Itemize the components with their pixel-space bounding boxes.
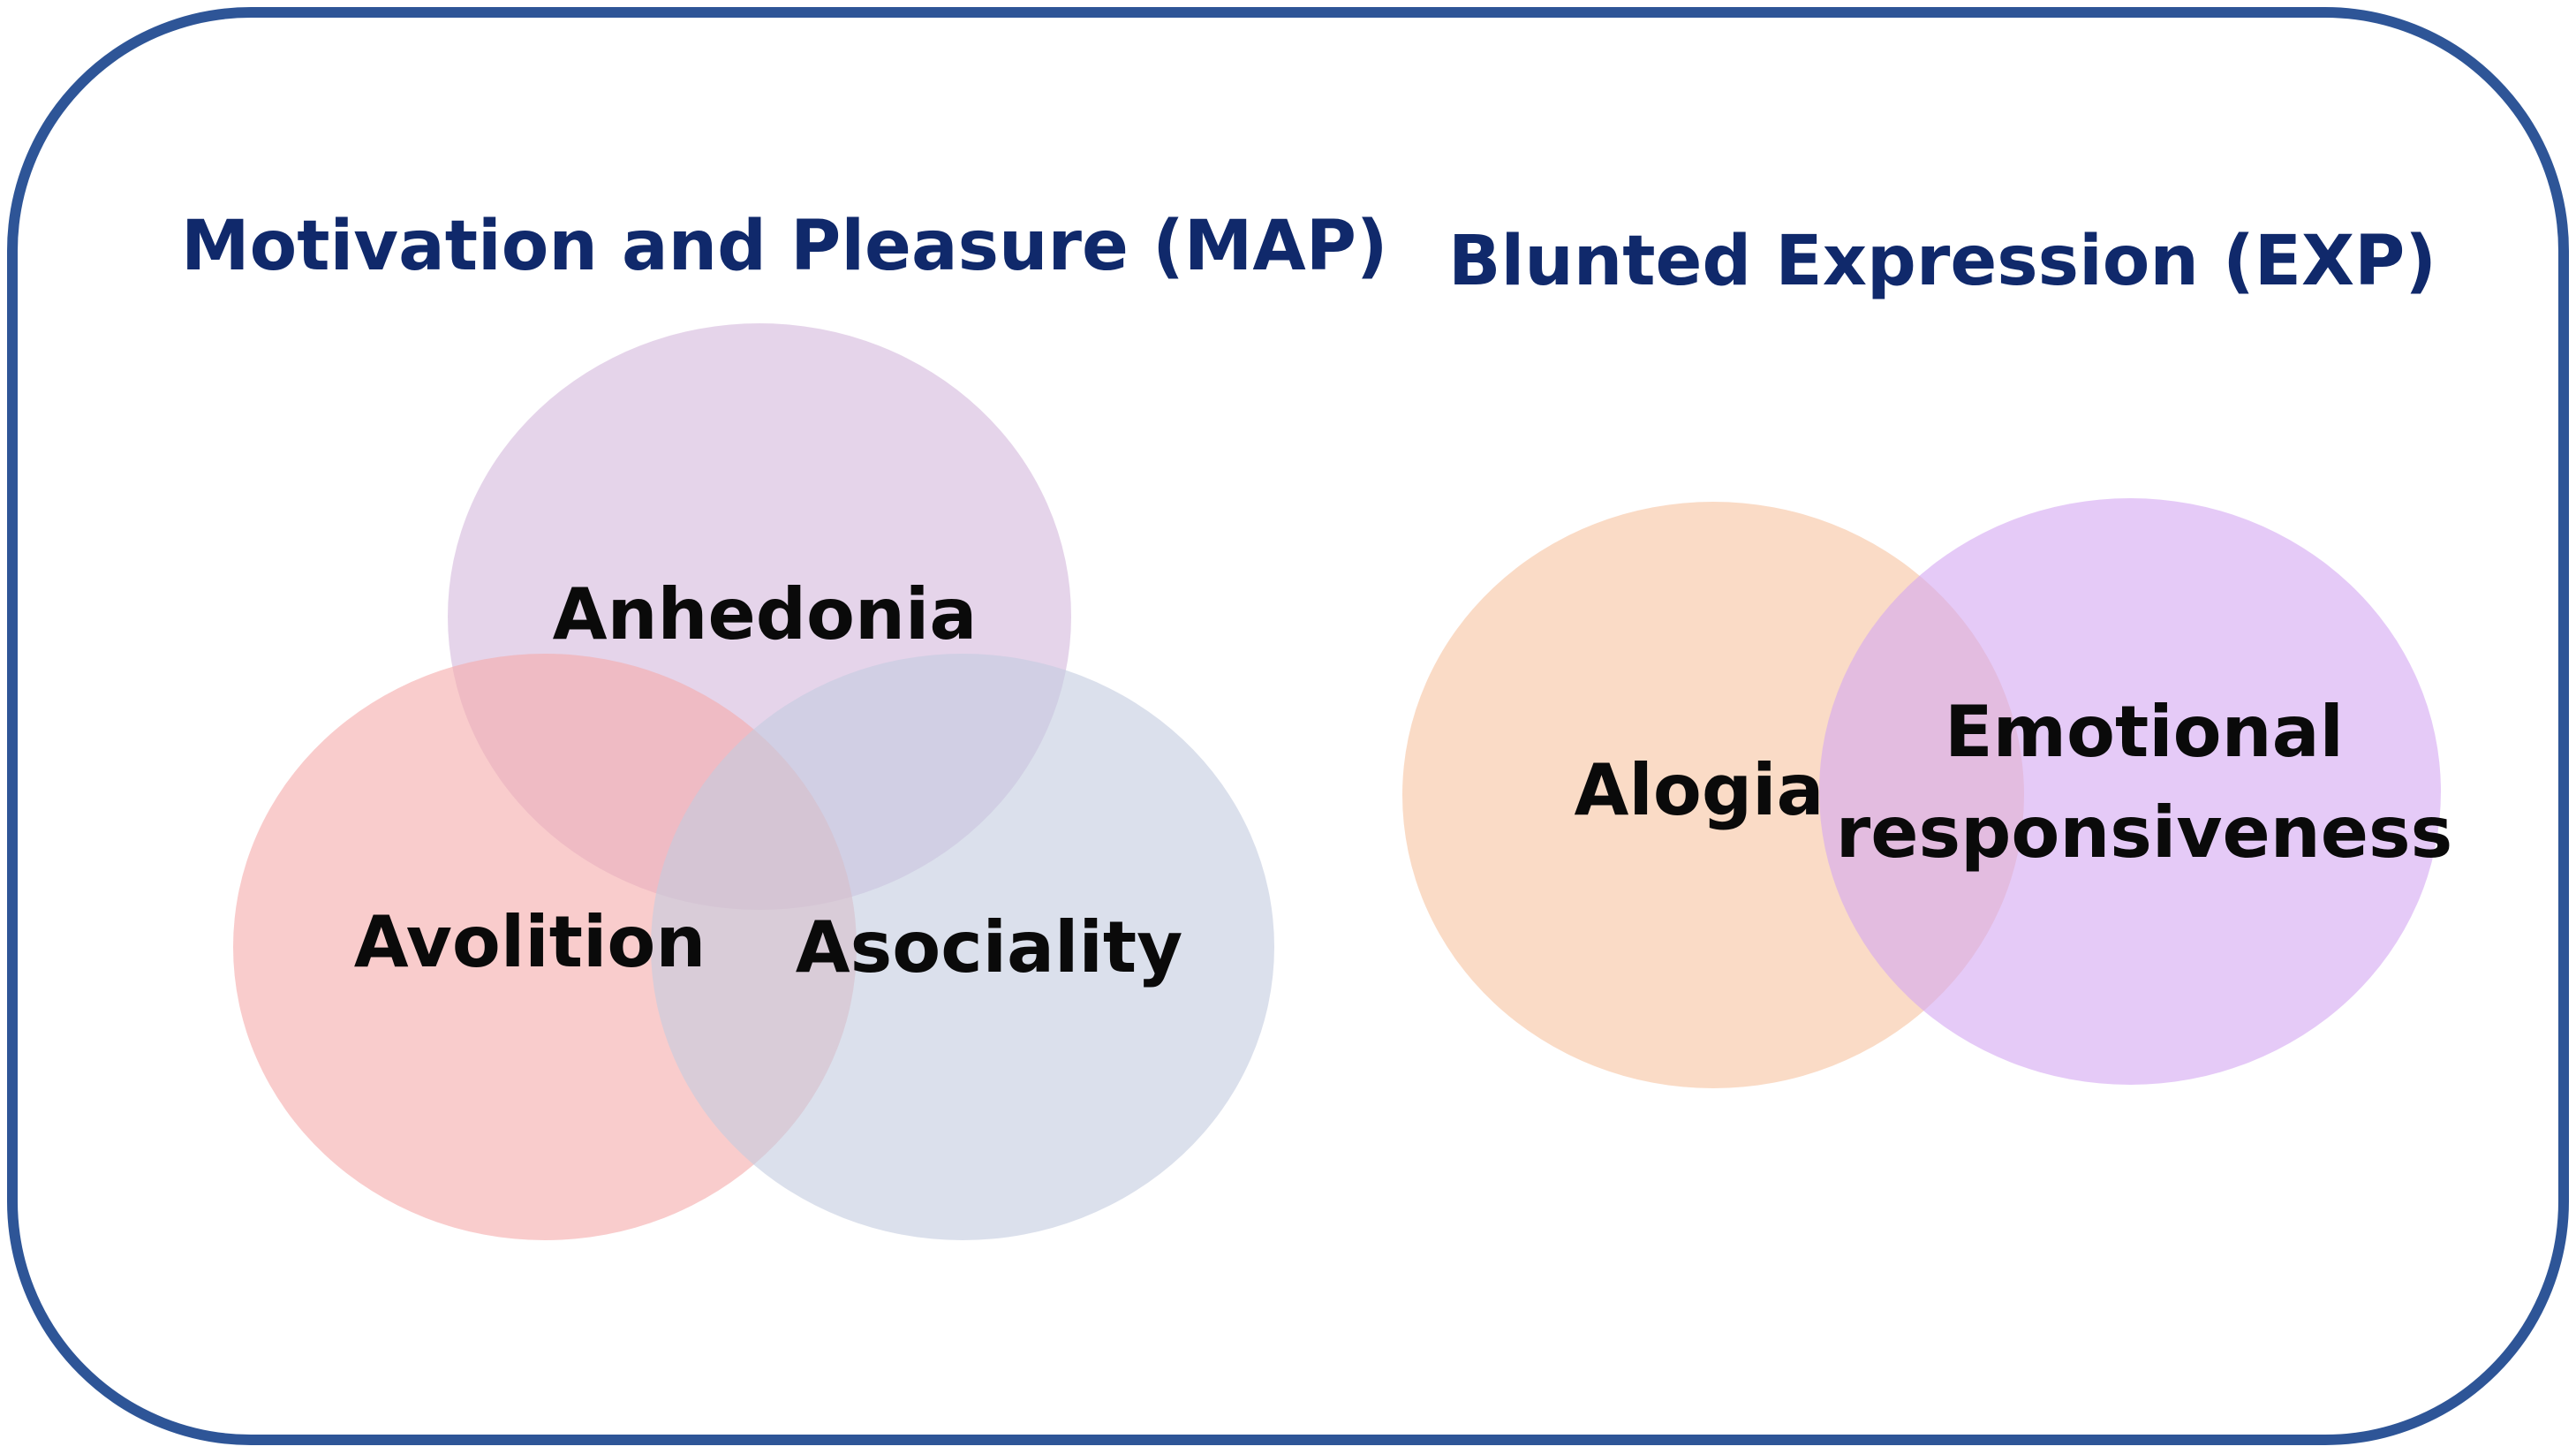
asociality-circle bbox=[651, 654, 1274, 1240]
exp-panel: Blunted Expression (EXP) Alogia Emotiona… bbox=[1402, 222, 2452, 1088]
map-panel-title: Motivation and Pleasure (MAP) bbox=[181, 207, 1388, 286]
emotional-responsiveness-label-line-2: responsiveness bbox=[1836, 791, 2452, 874]
asociality-label: Asociality bbox=[796, 906, 1183, 988]
emotional-responsiveness-label-line-1: Emotional bbox=[1945, 691, 2344, 773]
exp-panel-title: Blunted Expression (EXP) bbox=[1448, 222, 2436, 301]
emotional-responsiveness-circle bbox=[1819, 498, 2441, 1085]
alogia-label: Alogia bbox=[1575, 749, 1824, 831]
avolition-label: Avolition bbox=[354, 901, 706, 983]
map-panel: Motivation and Pleasure (MAP) Anhedonia … bbox=[181, 207, 1388, 1240]
anhedonia-label: Anhedonia bbox=[553, 573, 978, 655]
